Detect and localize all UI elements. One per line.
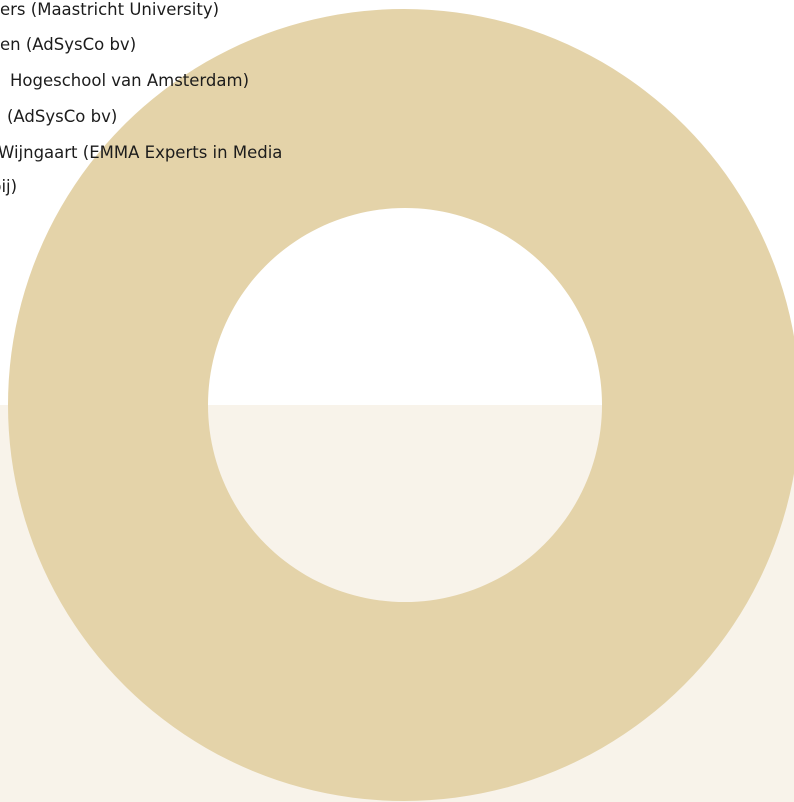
speaker-line: Wijngaart (EMMA Experts in Media [0,143,283,162]
donut-ring [8,9,794,801]
speaker-line: en (AdSysCo bv) [0,35,137,54]
speaker-line: ers (Maastricht University) [0,0,220,19]
speaker-line: bij) [0,177,18,196]
speaker-line: Hogeschool van Amsterdam) [10,71,250,90]
speaker-line: (AdSysCo bv) [7,107,118,126]
